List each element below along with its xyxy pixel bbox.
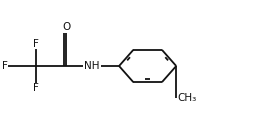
Text: CH₃: CH₃ [178, 93, 197, 103]
Text: NH: NH [84, 61, 100, 71]
Text: F: F [2, 61, 7, 71]
Text: O: O [62, 22, 70, 32]
Text: F: F [33, 39, 39, 49]
Text: F: F [33, 83, 39, 93]
